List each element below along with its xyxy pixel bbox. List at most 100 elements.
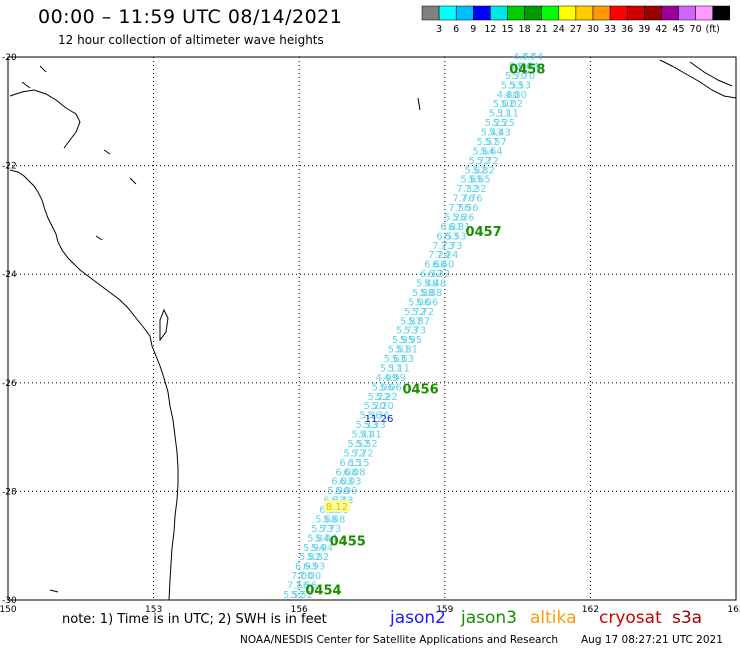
swh-value: 5.95	[400, 335, 422, 346]
wave-height-color-scale: 3 6 9 12 15 18 21 24 27 30 33 36 39 42 45 70 (ft)	[421, 5, 731, 35]
pass-label: 0455	[330, 535, 366, 550]
swh-value: 5.43	[489, 128, 511, 139]
swh-value: 7.56	[456, 203, 478, 214]
swh-value: 5.72	[468, 156, 490, 167]
pass-label: 0458	[509, 62, 545, 77]
swh-value: 6.03	[339, 477, 361, 488]
swh-value: 6.08	[343, 467, 365, 478]
legend-s3a: s3a	[672, 608, 703, 628]
swh-value: 5.26	[452, 212, 474, 223]
swh-value: 4.74	[521, 52, 543, 63]
swh-value: 6.32	[428, 269, 450, 280]
swh-value: 6.03	[331, 477, 353, 488]
swh-value: 5.99	[335, 486, 357, 497]
new-caledonia-inner	[689, 61, 733, 87]
swh-value: 5.68	[315, 514, 337, 525]
swh-value: 5.87	[400, 316, 422, 327]
swh-value: 4.99	[376, 373, 398, 384]
swh-value: 4.80	[497, 90, 519, 101]
pass-label: 0456	[402, 383, 438, 398]
swh-value-high: 11.26	[365, 414, 394, 425]
swh-value: 7.76	[452, 194, 474, 205]
scale-label: 42	[655, 24, 667, 35]
swh-value: 6.53	[444, 231, 466, 242]
swh-value: 5.88	[412, 288, 434, 299]
swh-value: 5.20	[372, 401, 394, 412]
scale-label: 36	[621, 24, 633, 35]
swh-value: 4.99	[384, 373, 406, 384]
swh-value: 5.65	[468, 175, 490, 186]
swh-value: 5.68	[323, 514, 345, 525]
scale-label: 27	[570, 24, 582, 35]
swh-value: 5.82	[464, 165, 486, 176]
generated-timestamp: Aug 17 08:27:21 UTC 2021	[581, 634, 723, 646]
swh-value: 7.56	[448, 203, 470, 214]
swh-value: 5.41	[359, 430, 381, 441]
legend-cryosat: cryosat	[599, 608, 662, 628]
swh-value: 5.11	[497, 109, 519, 120]
lat-lon-grid	[7, 56, 737, 601]
swh-value: 5.48	[416, 279, 438, 290]
lon-tick-label: 150	[0, 605, 17, 615]
swh-value: 5.11	[489, 109, 511, 120]
scale-swatch	[712, 5, 731, 21]
swh-value: 5.87	[408, 316, 430, 327]
swh-value: 5.81	[396, 345, 418, 356]
swh-value: 5.06	[408, 297, 430, 308]
lat-tick-label: -28	[2, 487, 17, 497]
swh-value: 5.11	[380, 363, 402, 374]
swh-value: 5.20	[364, 401, 386, 412]
scale-label: 45	[672, 24, 684, 35]
swh-value: 5.72	[404, 307, 426, 318]
swh-value: 6.60	[432, 260, 454, 271]
swh-value: 5.33	[363, 420, 385, 431]
swh-value: 5.72	[343, 448, 365, 459]
new-caledonia-coast	[659, 59, 737, 99]
swh-value: 6.81	[440, 222, 462, 233]
scale-label: 24	[553, 24, 565, 35]
reef-islet-4	[129, 177, 137, 185]
scale-label: 70	[690, 24, 702, 35]
swh-value: 7.76	[460, 194, 482, 205]
swh-value: 5.25	[493, 118, 515, 129]
swh-value: 4.80	[505, 90, 527, 101]
swh-value: 5.33	[355, 420, 377, 431]
swh-value: 5.94	[311, 543, 333, 554]
swh-value: 5.73	[319, 524, 341, 535]
swh-value: 5.82	[472, 165, 494, 176]
reef-islet-7	[49, 589, 59, 593]
scale-label: 15	[501, 24, 513, 35]
swh-value: 6.81	[448, 222, 470, 233]
coastline	[9, 59, 737, 601]
swh-value: 5.88	[420, 288, 442, 299]
lat-tick-label: -20	[2, 53, 17, 63]
reef-islet-2	[21, 81, 31, 89]
swh-value: 5.36	[360, 411, 382, 422]
swh-value: 7.73	[432, 241, 454, 252]
lon-tick-label: 162	[582, 605, 599, 615]
pass-labels: 0458 0457 0456 0455 0454	[305, 62, 545, 598]
axis-tick-labels: 150 153 156 159 162 165 -20 -22 -24 -26 -28 -30	[0, 53, 740, 615]
credit-line: NOAA/NESDIS Center for Satellite Applica…	[240, 634, 558, 646]
swh-value: 5.52	[291, 590, 313, 601]
pass-label: 0454	[305, 584, 341, 599]
swh-value: 5.26	[444, 212, 466, 223]
swh-value: 7.24	[428, 250, 450, 261]
swh-value: 5.11	[388, 363, 410, 374]
swh-value: 7.32	[456, 184, 478, 195]
swh-value: 6.32	[420, 269, 442, 280]
swh-value: 5.22	[376, 392, 398, 403]
swh-value: 5.22	[368, 392, 390, 403]
swh-value: 5.06	[380, 382, 402, 393]
lat-tick-label: -26	[2, 379, 17, 389]
swh-value: 5.43	[481, 128, 503, 139]
pass-label: 0457	[466, 225, 502, 240]
swh-value: 5.57	[485, 137, 507, 148]
map-subtitle: 12 hour collection of altimeter wave hei…	[58, 33, 324, 47]
swh-value-yellow: 8.12	[326, 502, 348, 513]
swh-value: 5.48	[424, 279, 446, 290]
lon-tick-label: 153	[145, 605, 162, 615]
swh-value: 5.70	[505, 71, 527, 82]
swh-value: 5.65	[460, 175, 482, 186]
swh-value: 7.56	[287, 581, 309, 592]
